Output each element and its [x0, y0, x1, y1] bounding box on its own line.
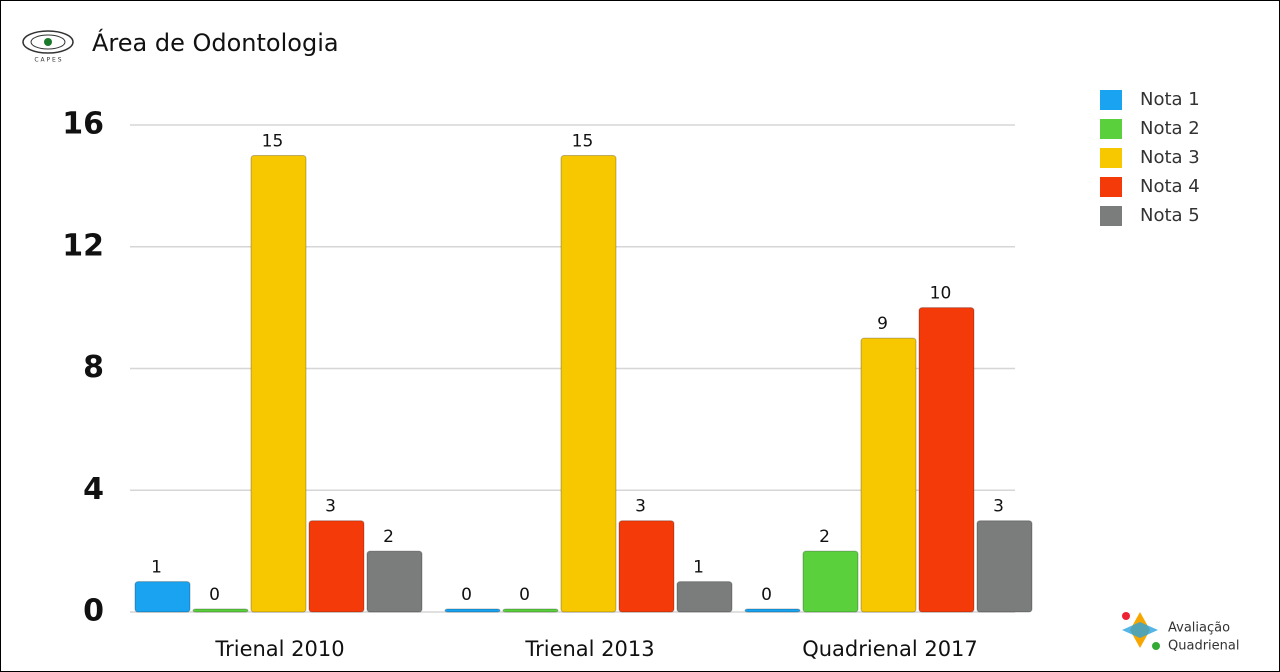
value-label: 10 [930, 284, 952, 304]
y-tick-label: 12 [62, 228, 104, 263]
value-label: 2 [819, 527, 830, 547]
value-label: 0 [461, 585, 472, 605]
value-label: 0 [209, 585, 220, 605]
x-tick-label: Trienal 2010 [214, 637, 344, 661]
value-label: 2 [383, 527, 394, 547]
legend-swatch [1100, 177, 1122, 197]
bar [444, 608, 501, 613]
bar [618, 520, 675, 613]
value-label: 0 [519, 585, 530, 605]
bar [134, 581, 191, 613]
legend-label: Nota 4 [1140, 176, 1200, 197]
logo-shape [1122, 622, 1158, 638]
value-label: 3 [635, 497, 646, 517]
legend-label: Nota 5 [1140, 205, 1200, 226]
logo-dot [1152, 642, 1160, 650]
logo-ring [22, 30, 74, 54]
y-tick-label: 8 [83, 350, 104, 385]
value-label: 15 [572, 131, 594, 151]
legend-label: Nota 2 [1140, 118, 1200, 139]
value-label: 9 [877, 314, 888, 334]
legend-swatch [1100, 148, 1122, 168]
legend-swatch [1100, 206, 1122, 226]
logo-text: C A P E S [34, 57, 61, 64]
logo-dot [1122, 612, 1130, 620]
bar [560, 154, 617, 613]
x-tick-label: Trienal 2013 [524, 637, 654, 661]
logo-dot [44, 38, 52, 46]
quadrienal-logo: Avaliação Quadrienal [1122, 612, 1239, 654]
value-label: 1 [693, 558, 704, 578]
bar [366, 550, 423, 613]
logo-text: Quadrienal [1168, 639, 1239, 654]
legend-swatch [1100, 90, 1122, 110]
value-label: 15 [262, 131, 284, 151]
logo-ring [30, 34, 66, 50]
value-label: 0 [761, 585, 772, 605]
bar [192, 608, 249, 613]
legend-label: Nota 3 [1140, 147, 1200, 168]
bar [744, 608, 801, 613]
capes-logo: C A P E S [22, 30, 74, 64]
y-tick-label: 16 [62, 107, 104, 142]
y-tick-label: 4 [83, 472, 104, 507]
logo-text: Avaliação [1168, 621, 1230, 636]
bar [308, 520, 365, 613]
value-label: 3 [325, 497, 336, 517]
bar [976, 520, 1033, 613]
legend-swatch [1100, 119, 1122, 139]
bar [502, 608, 559, 613]
bar [918, 307, 975, 613]
chart-title: Área de Odontologia [92, 28, 339, 57]
bar [860, 337, 917, 613]
x-tick-label: Quadrienal 2017 [802, 637, 978, 661]
value-label: 1 [151, 558, 162, 578]
value-label: 3 [993, 497, 1004, 517]
legend-label: Nota 1 [1140, 89, 1200, 110]
bar [802, 550, 859, 613]
bar [250, 154, 307, 613]
y-tick-label: 0 [83, 594, 104, 629]
bar [676, 581, 733, 613]
